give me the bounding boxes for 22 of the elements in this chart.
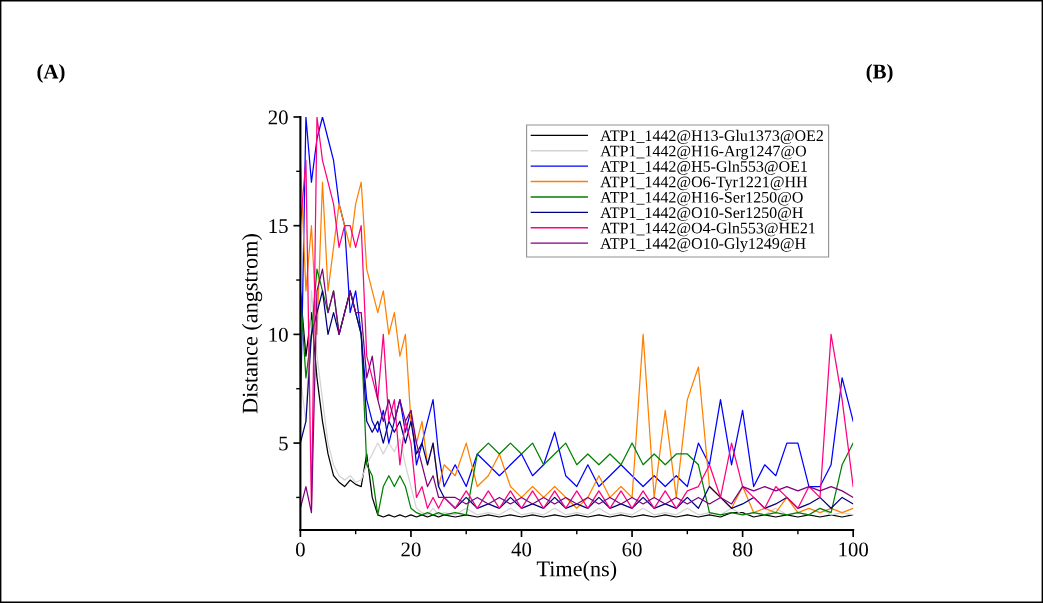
y-tick-label: 10 bbox=[269, 327, 288, 342]
legend-label: ATP1_1442@O6-Tyr1221@HH bbox=[600, 176, 808, 191]
x-tick-label: 20 bbox=[401, 542, 421, 557]
x-tick-label: 60 bbox=[622, 542, 642, 557]
y-tick-label: 15 bbox=[269, 219, 288, 234]
y-tick-label: 5 bbox=[279, 436, 288, 451]
x-tick-label: 80 bbox=[732, 542, 753, 557]
legend-label: ATP1_1442@O4-Gln553@HE21 bbox=[600, 222, 815, 237]
legend-label: ATP1_1442@H16-Ser1250@O bbox=[600, 191, 803, 206]
y-axis-title: Distance (angstrom) bbox=[241, 234, 263, 414]
x-tick-label: 0 bbox=[295, 542, 305, 557]
legend-label: ATP1_1442@O10-Gly1249@H bbox=[600, 237, 806, 253]
x-tick-label: 40 bbox=[511, 542, 532, 557]
x-axis-title: Time(ns) bbox=[536, 560, 617, 581]
text: (B) bbox=[866, 63, 893, 83]
legend-label: ATP1_1442@H13-Glu1373@OE2 bbox=[600, 129, 823, 144]
legend-label: ATP1_1442@O10-Ser1250@H bbox=[600, 207, 803, 221]
legend-label: ATP1_1442@H16-Arg1247@O bbox=[600, 145, 807, 160]
legend-label: ATP1_1442@H5-Gln553@OE1 bbox=[600, 160, 807, 175]
text: (A) bbox=[37, 63, 65, 83]
y-tick-label: 20 bbox=[268, 110, 288, 125]
x-tick-label: 100 bbox=[839, 542, 868, 557]
